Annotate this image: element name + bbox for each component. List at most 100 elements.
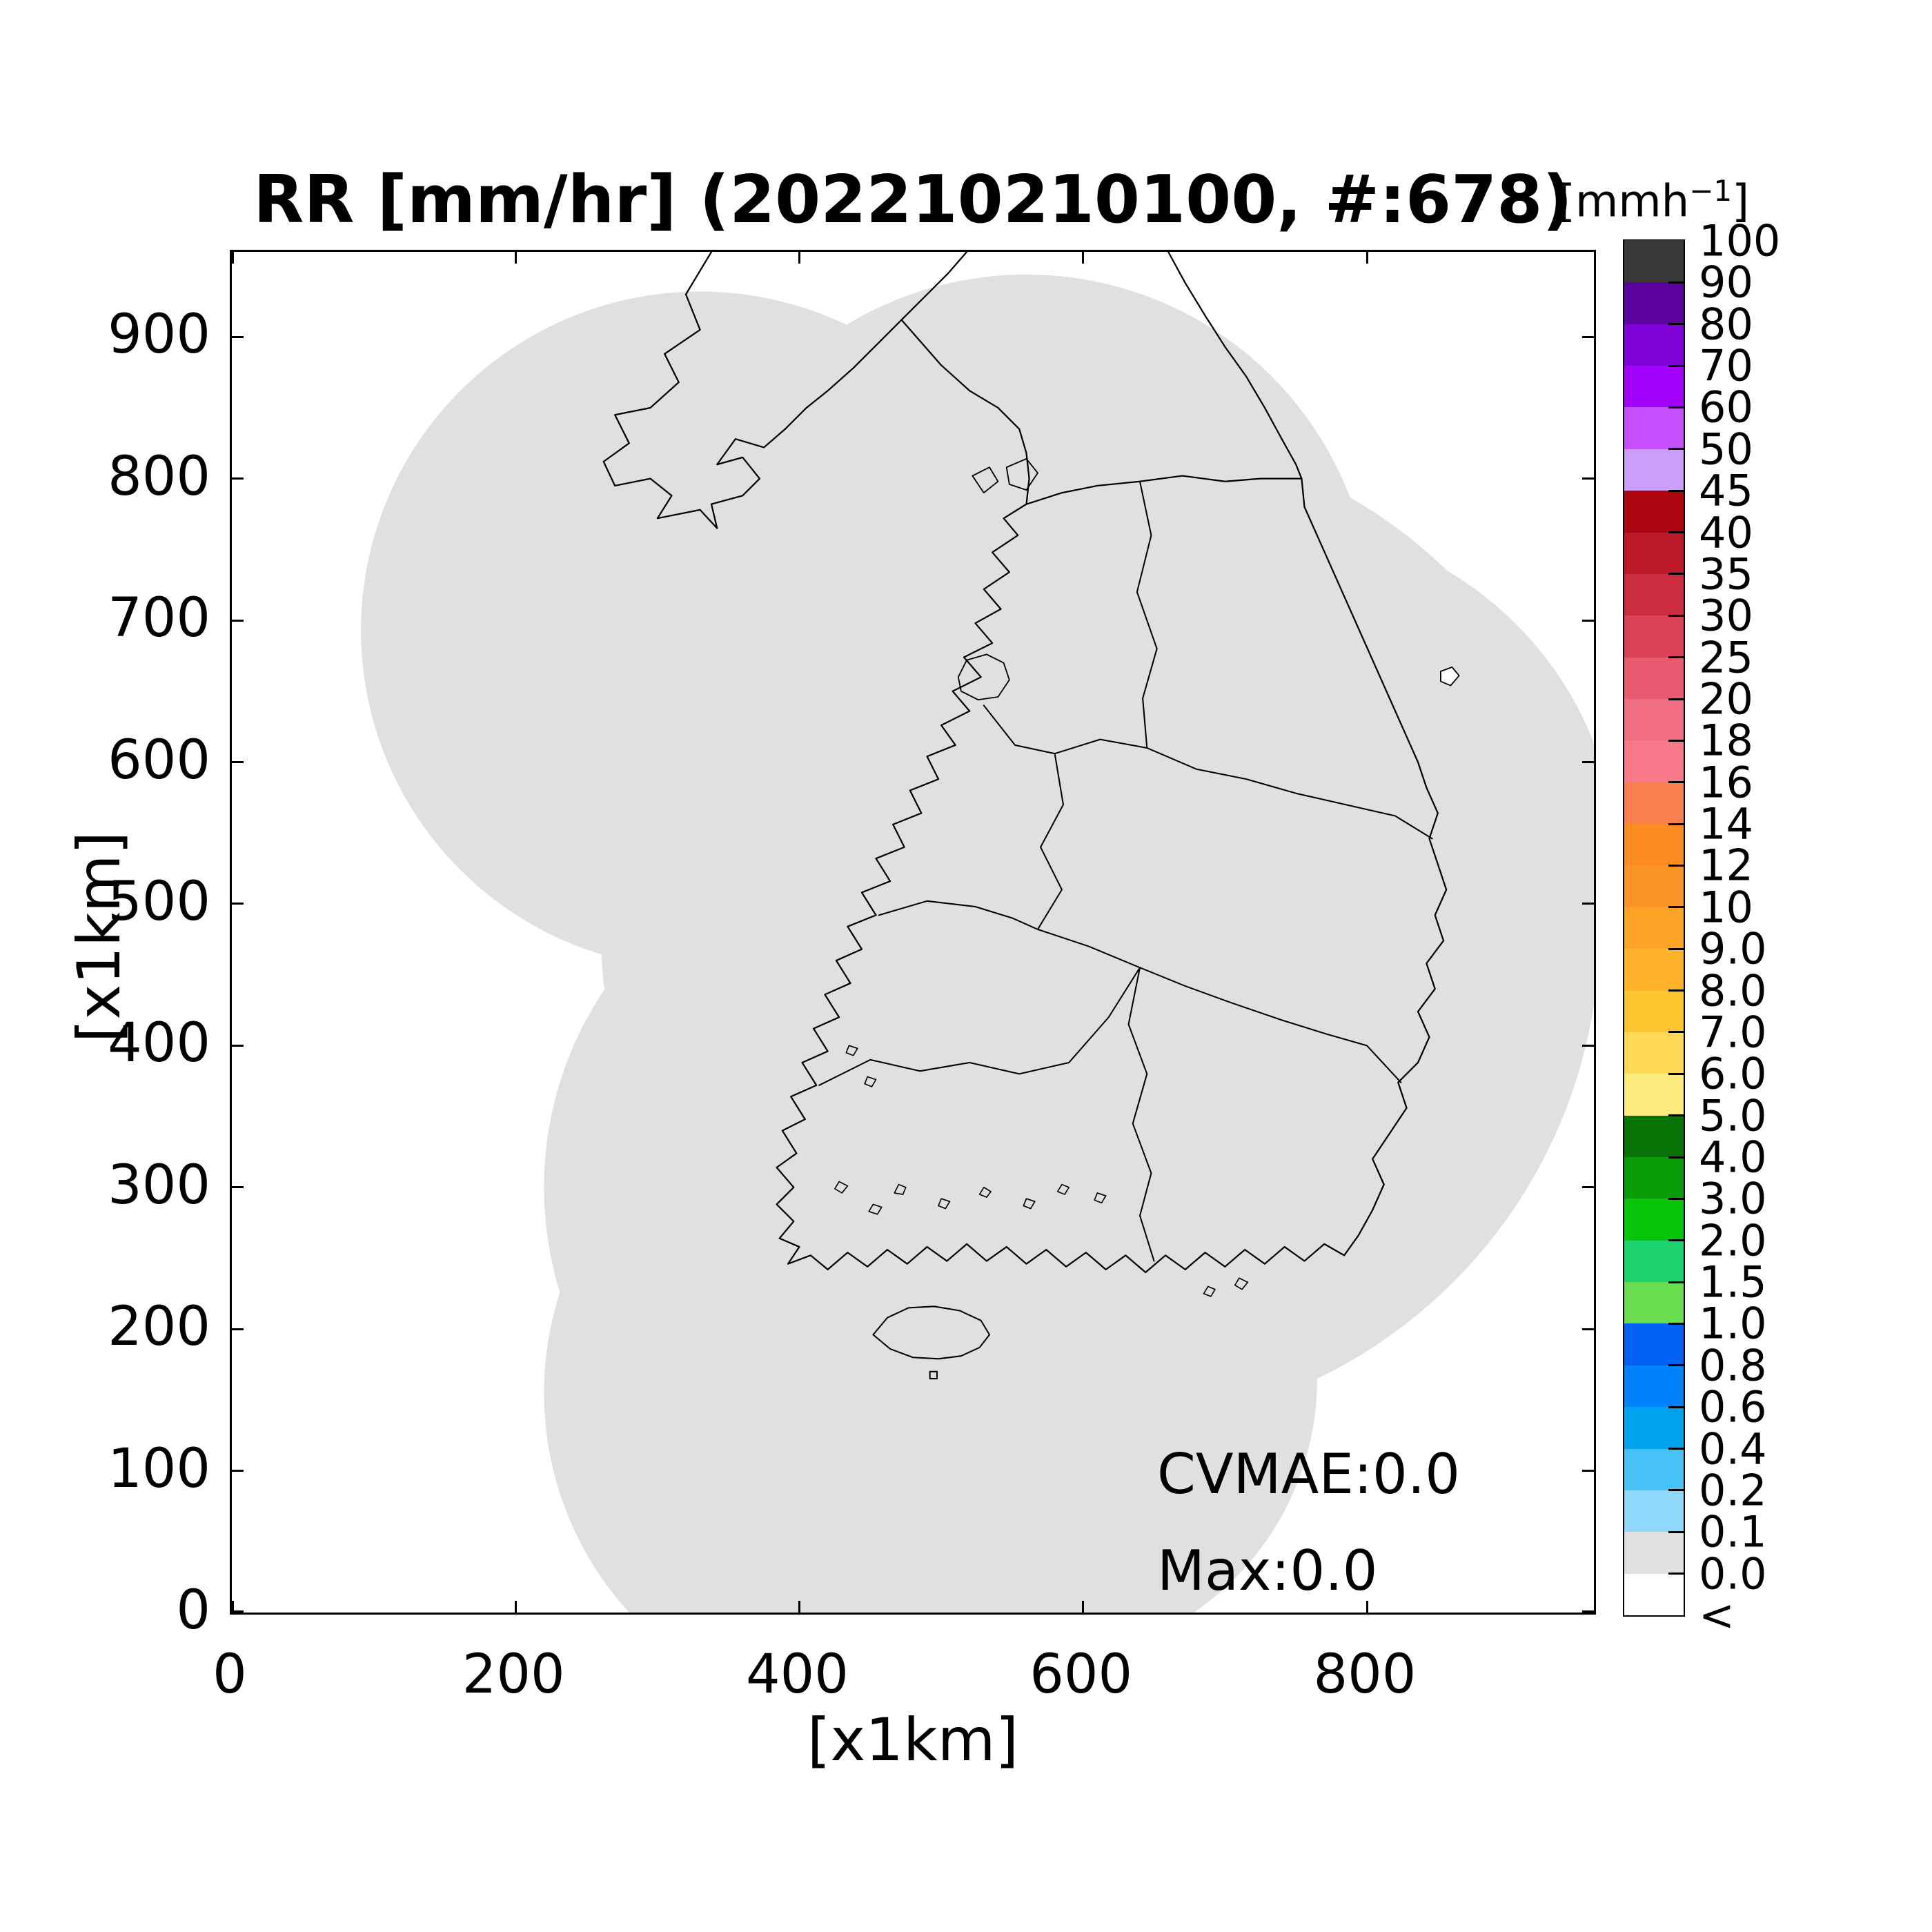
colorbar-value-label: 9.0 bbox=[1699, 923, 1767, 974]
jeju-island-outline bbox=[872, 1305, 991, 1380]
y-tick-label: 900 bbox=[108, 304, 210, 366]
colorbar-value-label: 8.0 bbox=[1699, 965, 1767, 1016]
colorbar-segment bbox=[1624, 282, 1684, 324]
axis-tick bbox=[1366, 1601, 1368, 1613]
colorbar-segment bbox=[1624, 1240, 1684, 1283]
colorbar-tick bbox=[1668, 739, 1684, 742]
colorbar-value-label: 70 bbox=[1699, 340, 1753, 391]
colorbar bbox=[1623, 239, 1685, 1617]
colorbar-tick bbox=[1668, 531, 1684, 534]
colorbar-segment bbox=[1624, 657, 1684, 699]
colorbar-tick bbox=[1668, 781, 1684, 784]
colorbar-tick bbox=[1668, 1197, 1684, 1200]
colorbar-value-label: 0.0 bbox=[1699, 1548, 1767, 1599]
colorbar-value-label: 40 bbox=[1699, 507, 1753, 558]
axis-tick bbox=[1582, 1186, 1594, 1189]
colorbar-segment bbox=[1624, 448, 1684, 491]
colorbar-value-label: 5.0 bbox=[1699, 1090, 1767, 1141]
colorbar-value-label: 90 bbox=[1699, 257, 1753, 308]
colorbar-unit-label: [mmh−1] bbox=[1558, 174, 1750, 228]
colorbar-value-label: 80 bbox=[1699, 299, 1753, 350]
colorbar-segment bbox=[1624, 1281, 1684, 1324]
colorbar-tick bbox=[1668, 989, 1684, 992]
ulleungdo-island-outline bbox=[1439, 666, 1460, 687]
colorbar-value-label: 3.0 bbox=[1699, 1173, 1767, 1224]
colorbar-value-label: 1.0 bbox=[1699, 1298, 1767, 1349]
axis-tick bbox=[232, 1044, 244, 1047]
colorbar-segment bbox=[1624, 989, 1684, 1032]
colorbar-segment bbox=[1624, 1365, 1684, 1408]
seoul-boundary bbox=[957, 653, 1010, 701]
colorbar-value-label: 16 bbox=[1699, 757, 1753, 808]
small-islets bbox=[834, 1045, 1249, 1297]
dmz-line bbox=[1025, 475, 1303, 505]
colorbar-tick bbox=[1668, 1322, 1684, 1325]
colorbar-value-label: 0.4 bbox=[1699, 1423, 1767, 1475]
colorbar-segment bbox=[1624, 1490, 1684, 1532]
korea-radar-map bbox=[361, 252, 1594, 1613]
colorbar-segment bbox=[1624, 1573, 1684, 1615]
axis-tick bbox=[514, 252, 517, 264]
colorbar-tick bbox=[1668, 364, 1684, 367]
colorbar-segment bbox=[1624, 365, 1684, 408]
colorbar-segment bbox=[1624, 865, 1684, 907]
colorbar-segment bbox=[1624, 1531, 1684, 1574]
axis-tick bbox=[232, 252, 234, 264]
x-tick-label: 800 bbox=[1313, 1644, 1417, 1706]
radar-coverage-circle bbox=[600, 431, 1594, 1428]
colorbar-tick bbox=[1668, 864, 1684, 867]
colorbar-tick bbox=[1668, 1281, 1684, 1283]
x-tick-label: 400 bbox=[746, 1644, 849, 1706]
colorbar-segment bbox=[1624, 531, 1684, 574]
axis-tick bbox=[1582, 1610, 1594, 1613]
colorbar-value-label: 0.6 bbox=[1699, 1381, 1767, 1432]
colorbar-tick bbox=[1668, 1364, 1684, 1367]
y-tick-label: 700 bbox=[108, 587, 210, 650]
nk-west-coastline bbox=[602, 252, 968, 529]
axis-tick bbox=[1582, 903, 1594, 905]
colorbar-segment bbox=[1624, 1032, 1684, 1074]
colorbar-value-label: 2.0 bbox=[1699, 1215, 1767, 1266]
colorbar-segment bbox=[1624, 823, 1684, 866]
axis-tick bbox=[232, 1186, 244, 1189]
colorbar-value-label: 50 bbox=[1699, 424, 1753, 475]
colorbar-value-label: 4.0 bbox=[1699, 1132, 1767, 1183]
colorbar-value-label: 25 bbox=[1699, 632, 1753, 683]
colorbar-value-label: 0.1 bbox=[1699, 1506, 1767, 1557]
axis-tick bbox=[1582, 761, 1594, 763]
axis-tick bbox=[514, 1601, 517, 1613]
axis-tick bbox=[798, 252, 800, 264]
colorbar-segment bbox=[1624, 1115, 1684, 1157]
y-tick-label: 800 bbox=[108, 445, 210, 508]
colorbar-value-label: 10 bbox=[1699, 882, 1753, 933]
colorbar-segment bbox=[1624, 615, 1684, 658]
colorbar-segment bbox=[1624, 240, 1684, 283]
colorbar-value-label: 60 bbox=[1699, 382, 1753, 433]
x-axis-label: [x1km] bbox=[807, 1706, 1019, 1775]
colorbar-segment bbox=[1624, 1406, 1684, 1449]
province-boundaries bbox=[818, 480, 1433, 1262]
axis-tick bbox=[232, 335, 244, 338]
y-tick-label: 100 bbox=[108, 1437, 210, 1500]
axis-tick bbox=[1082, 1601, 1085, 1613]
colorbar-tick bbox=[1668, 1031, 1684, 1034]
colorbar-value-label: 6.0 bbox=[1699, 1048, 1767, 1099]
colorbar-value-label: 0.8 bbox=[1699, 1340, 1767, 1391]
y-tick-label: 200 bbox=[108, 1296, 210, 1359]
axis-tick bbox=[1582, 1328, 1594, 1330]
axis-tick bbox=[232, 1328, 244, 1330]
colorbar-tick bbox=[1668, 323, 1684, 326]
colorbar-tick bbox=[1668, 1573, 1684, 1575]
colorbar-segment bbox=[1624, 907, 1684, 949]
colorbar-tick bbox=[1668, 573, 1684, 575]
axis-tick bbox=[232, 903, 244, 905]
colorbar-segment bbox=[1624, 698, 1684, 741]
x-tick-label: 200 bbox=[462, 1644, 565, 1706]
axis-tick bbox=[1082, 252, 1085, 264]
y-tick-label: 400 bbox=[108, 1012, 210, 1075]
colorbar-value-label: 7.0 bbox=[1699, 1007, 1767, 1058]
axis-tick bbox=[1582, 335, 1594, 338]
ganghwa-islands bbox=[972, 457, 1038, 494]
colorbar-tick bbox=[1668, 406, 1684, 408]
colorbar-segment bbox=[1624, 573, 1684, 616]
